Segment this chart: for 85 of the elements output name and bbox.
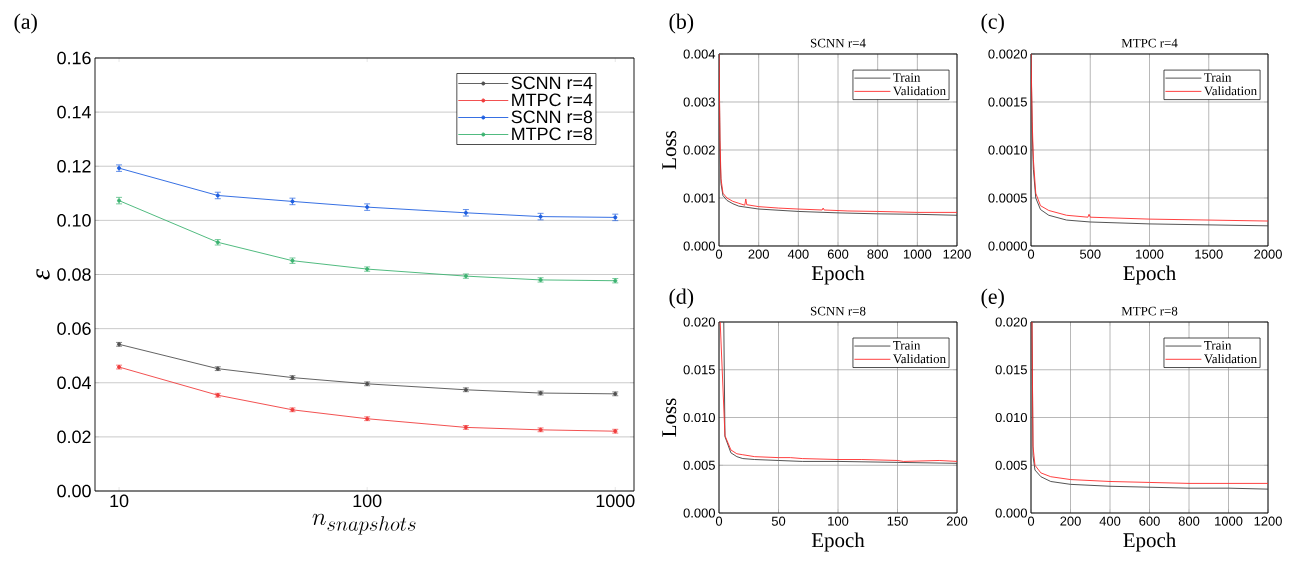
legend-label: Train <box>1204 73 1232 82</box>
y-tick-label: 0.001 <box>683 193 715 203</box>
y-tick-label: 0.005 <box>995 460 1027 470</box>
x-tick-label: 800 <box>1178 516 1200 526</box>
y-tick-label: 0.0010 <box>988 145 1027 155</box>
y-tick-label: 0.010 <box>683 412 715 423</box>
y-tick-label: 0.10 <box>57 214 91 227</box>
y-tick-label: 0.12 <box>57 159 91 173</box>
x-tick-label: 1000 <box>1215 516 1243 526</box>
y-tick-label: 0.000 <box>995 508 1027 518</box>
y-axis-title: Loss <box>662 398 677 437</box>
x-tick-label: 0 <box>1027 516 1035 526</box>
x-tick-label: 800 <box>867 249 888 259</box>
legend-label: Train <box>893 73 921 82</box>
x-axis-title: Epoch <box>1123 265 1176 285</box>
x-tick-label: 400 <box>787 249 809 259</box>
text: (c) <box>981 13 1004 34</box>
y-tick-label: 0.015 <box>683 365 715 375</box>
y-tick-label: 0.020 <box>995 317 1027 327</box>
y-tick-label: 0.16 <box>57 51 91 65</box>
x-tick-label: 50 <box>771 516 786 526</box>
x-tick-label: 100 <box>828 516 849 526</box>
x-tick-label: 600 <box>827 249 849 259</box>
y-tick-label: 0.005 <box>683 460 715 470</box>
x-tick-label: 600 <box>1139 516 1160 526</box>
x-tick-label: 500 <box>1079 249 1101 259</box>
y-tick-label: 0.06 <box>57 322 91 335</box>
y-tick-label: 0.000 <box>683 241 715 251</box>
y-tick-label: 0.0005 <box>988 193 1027 203</box>
x-axis-title: Epoch <box>811 265 865 285</box>
y-tick-label: 0.02 <box>57 430 91 444</box>
legend-label: Validation <box>1204 354 1257 364</box>
legend-label: SCNN r=8 <box>511 110 593 124</box>
legend-label: Train <box>893 341 921 350</box>
y-tick-label: 0.08 <box>57 268 91 281</box>
x-tick-label: 150 <box>887 516 908 526</box>
x-tick-label: 200 <box>748 249 769 259</box>
x-tick-label: 1000 <box>1136 249 1164 259</box>
x-tick-label: 1200 <box>1254 516 1282 526</box>
text: (b) <box>669 13 694 34</box>
chart-title: SCNN r=8 <box>810 306 866 316</box>
y-tick-label: 0.14 <box>57 105 91 119</box>
legend-label: Validation <box>1204 86 1257 96</box>
legend-label: Validation <box>892 86 946 96</box>
legend-label: Train <box>1204 341 1232 350</box>
y-tick-label: 0.015 <box>995 365 1027 375</box>
legend-label: Validation <box>892 354 946 364</box>
x-tick-label: 200 <box>1060 516 1081 526</box>
chart-title: SCNN r=4 <box>810 38 866 48</box>
y-tick-label: 0.04 <box>57 376 91 390</box>
x-tick-label: 10 <box>110 494 129 508</box>
legend-label: MTPC r=8 <box>512 127 593 141</box>
legend-label: SCNN r=4 <box>511 76 593 90</box>
y-axis-title: ε <box>36 269 50 280</box>
y-tick-label: 0.0015 <box>988 97 1027 107</box>
x-tick-label: 1000 <box>903 249 932 259</box>
x-axis-title: $n_{snapshots}$ <box>312 513 416 535</box>
legend-label: MTPC r=4 <box>512 93 593 107</box>
y-tick-label: 0.0020 <box>988 49 1027 59</box>
x-tick-label: 1500 <box>1195 249 1223 259</box>
text: (d) <box>669 288 694 309</box>
y-tick-label: 0.020 <box>683 317 715 327</box>
x-tick-label: 200 <box>946 516 968 526</box>
x-tick-label: 1000 <box>596 494 635 508</box>
y-tick-label: 0.004 <box>683 49 716 59</box>
x-tick-label: 400 <box>1099 516 1121 526</box>
x-tick-label: 100 <box>353 494 382 508</box>
chart-title: MTPC r=4 <box>1121 38 1178 48</box>
x-tick-label: 2000 <box>1254 249 1282 259</box>
x-tick-label: 0 <box>1027 249 1035 259</box>
y-tick-label: 0.010 <box>995 412 1027 423</box>
chart-title: MTPC r=8 <box>1121 306 1178 316</box>
x-tick-label: 0 <box>715 516 723 526</box>
x-axis-title: Epoch <box>811 532 865 552</box>
x-tick-label: 0 <box>715 249 723 259</box>
x-tick-label: 1200 <box>943 249 971 259</box>
y-tick-label: 0.003 <box>683 97 715 107</box>
y-tick-label: 0.000 <box>683 508 715 518</box>
y-tick-label: 0.00 <box>57 484 91 498</box>
text: (a) <box>14 13 37 34</box>
y-tick-label: 0.0000 <box>988 241 1027 251</box>
text: (e) <box>981 288 1004 309</box>
y-axis-title: Loss <box>662 130 677 170</box>
x-axis-title: Epoch <box>1123 532 1176 552</box>
y-tick-label: 0.002 <box>683 145 715 155</box>
